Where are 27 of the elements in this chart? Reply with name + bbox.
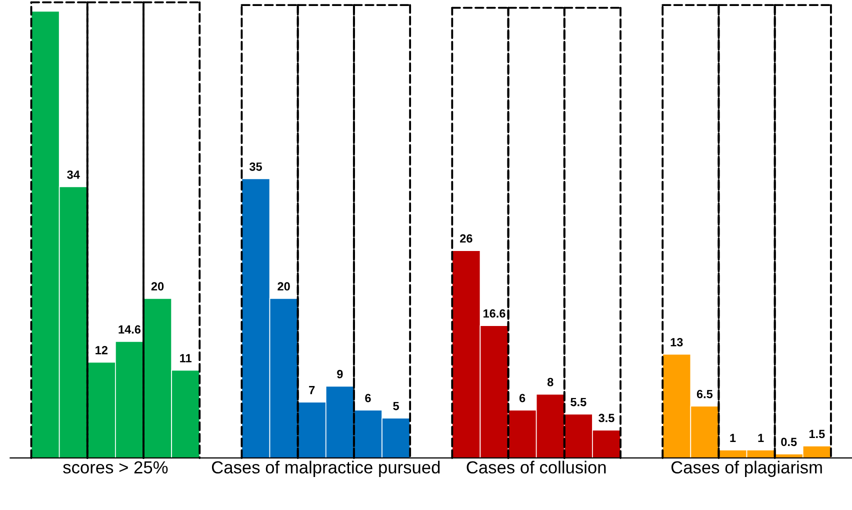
data-label: 13 (670, 338, 683, 346)
data-label: 1 (758, 434, 764, 442)
x-tick-label: Cases of collusion (466, 460, 606, 474)
data-label: 26 (460, 234, 472, 243)
data-label: 0.5 (781, 438, 797, 446)
x-tick-label: scores > 25% (63, 461, 168, 474)
x-tick-label: Cases of malpractice pursued (212, 460, 440, 477)
data-label: 5 (393, 402, 399, 410)
data-label: 1.5 (809, 430, 825, 438)
data-label: 9 (337, 370, 343, 378)
data-label: 8 (547, 378, 554, 386)
data-label: 12 (96, 346, 108, 354)
data-label: 34 (67, 170, 80, 179)
data-label: 5.5 (570, 398, 586, 406)
data-label: 20 (278, 282, 290, 291)
data-label: 6 (365, 394, 371, 402)
data-label: 35 (249, 162, 262, 171)
data-label: 1 (730, 434, 736, 442)
data-label: 6.5 (696, 390, 713, 398)
data-label: 11 (180, 354, 192, 362)
data-label: 16.6 (484, 309, 506, 318)
x-tick-label: Cases of plagiarism (671, 460, 822, 477)
data-label: 7 (309, 386, 315, 394)
data-label: 14.6 (118, 325, 141, 334)
data-label: 20 (151, 282, 164, 291)
data-label: 3.5 (598, 414, 614, 422)
data-label: 6 (519, 394, 526, 402)
